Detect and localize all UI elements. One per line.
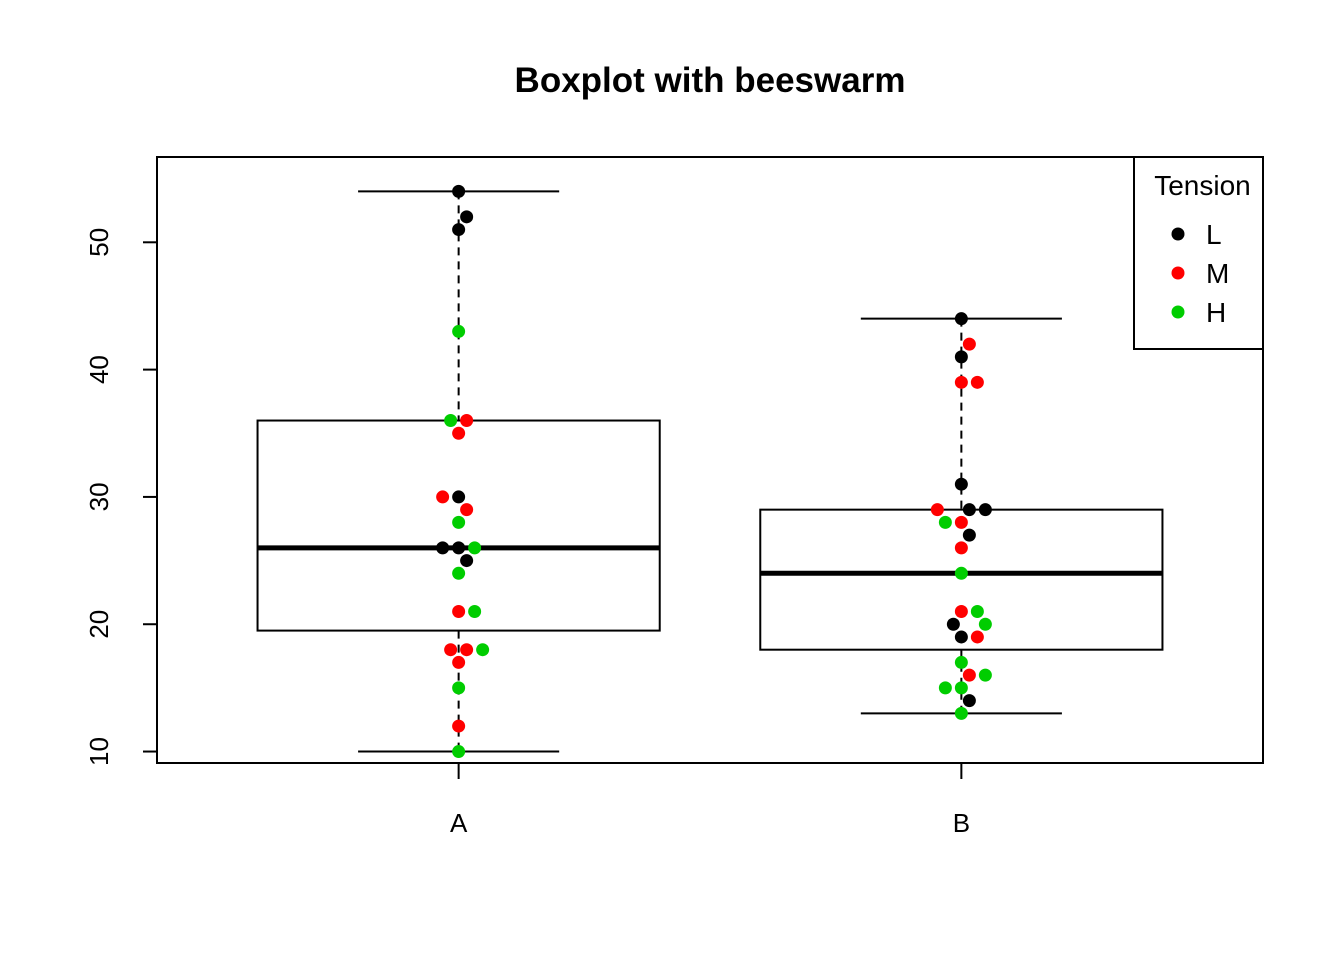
- legend-marker-M: [1171, 266, 1185, 280]
- legend-marker-L: [1171, 227, 1185, 241]
- box-body: [759, 508, 1164, 651]
- data-point: [452, 184, 466, 198]
- data-point: [444, 643, 458, 657]
- data-point: [436, 490, 450, 504]
- data-point: [954, 515, 968, 529]
- x-tick-label: B: [953, 808, 970, 838]
- data-point: [468, 541, 482, 555]
- data-point: [970, 375, 984, 389]
- y-tick-label: 10: [84, 737, 114, 766]
- data-point: [452, 566, 466, 580]
- data-point: [452, 745, 466, 759]
- data-point: [954, 350, 968, 364]
- data-point: [452, 490, 466, 504]
- data-point: [954, 477, 968, 491]
- points-layer: [436, 184, 992, 759]
- y-axis: 10 20 30 40 50: [84, 228, 158, 766]
- x-tick-label: A: [450, 808, 468, 838]
- legend-label-H: H: [1206, 297, 1226, 328]
- plot-frame: [156, 156, 1264, 764]
- legend-box: [1133, 156, 1264, 350]
- data-point: [444, 414, 458, 428]
- y-tick-label: 40: [84, 355, 114, 384]
- data-point: [452, 324, 466, 338]
- data-point: [452, 605, 466, 618]
- data-point: [962, 668, 976, 682]
- data-point: [452, 681, 466, 695]
- data-point: [452, 541, 466, 555]
- legend-title: Tension: [1154, 170, 1251, 201]
- data-point: [460, 643, 474, 657]
- data-point: [970, 630, 984, 644]
- data-point: [954, 541, 968, 555]
- legend-marker-H: [1171, 305, 1185, 319]
- data-point: [452, 515, 466, 529]
- data-point: [452, 719, 466, 733]
- data-point: [460, 554, 474, 568]
- data-point: [954, 605, 968, 618]
- y-tick-label: 30: [84, 482, 114, 511]
- data-point: [978, 617, 992, 631]
- data-point: [452, 655, 466, 669]
- data-point: [468, 605, 482, 618]
- data-point: [978, 668, 992, 682]
- y-tick-label: 20: [84, 610, 114, 639]
- data-point: [938, 515, 952, 529]
- data-point: [978, 503, 992, 517]
- data-point: [954, 655, 968, 669]
- legend-label-L: L: [1206, 219, 1222, 250]
- data-point: [954, 630, 968, 644]
- data-point: [930, 503, 944, 517]
- data-point: [954, 375, 968, 389]
- data-point: [476, 643, 490, 657]
- chart-title: Boxplot with beeswarm: [515, 61, 906, 100]
- data-point: [954, 312, 968, 326]
- legend: Tension LMH: [1133, 156, 1264, 350]
- data-point: [962, 337, 976, 351]
- data-point: [954, 681, 968, 695]
- y-tick-label: 50: [84, 228, 114, 257]
- data-point: [954, 706, 968, 720]
- data-point: [962, 503, 976, 517]
- data-point: [436, 541, 450, 555]
- data-point: [460, 414, 474, 428]
- box-body: [256, 419, 661, 632]
- legend-label-M: M: [1206, 258, 1229, 289]
- data-point: [452, 426, 466, 440]
- data-point: [970, 605, 984, 618]
- boxes-layer: [256, 190, 1164, 753]
- data-point: [962, 528, 976, 542]
- data-point: [962, 694, 976, 708]
- data-point: [946, 617, 960, 631]
- data-point: [460, 503, 474, 517]
- data-point: [954, 566, 968, 580]
- data-point: [460, 210, 474, 224]
- data-point: [452, 223, 466, 237]
- data-point: [938, 681, 952, 695]
